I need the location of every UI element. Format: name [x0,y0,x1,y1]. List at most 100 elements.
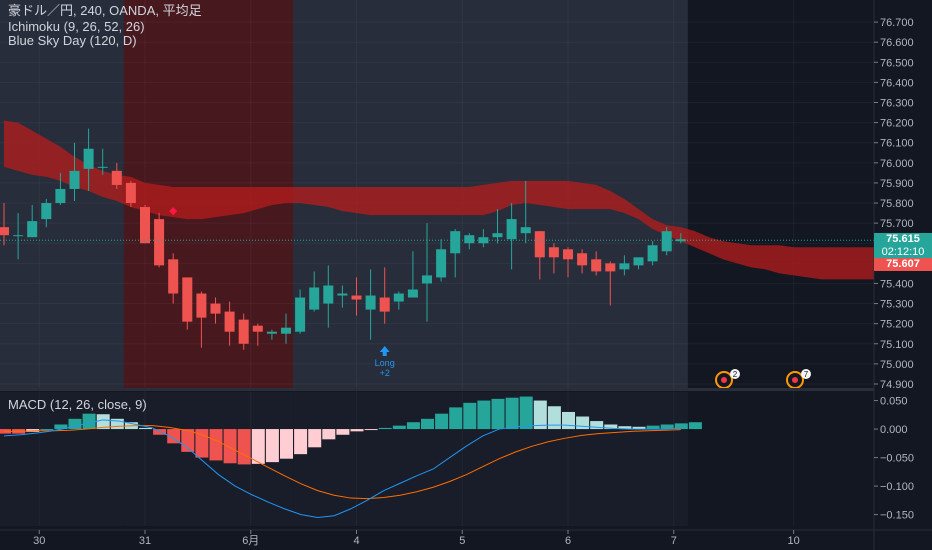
session-band-macd [293,392,688,526]
price-tick-label: 75.300 [880,299,914,311]
long-signal-value: +2 [380,368,390,378]
candle-body [168,259,179,294]
symbol-legend[interactable]: 豪ドル／円, 240, OANDA, 平均足 [8,3,202,18]
macd-hist-bar [308,429,322,448]
candle-body [295,297,306,332]
event-badge-count: 2 [733,370,738,379]
candle-body [675,239,686,242]
candle-body [323,285,334,304]
candle-body [464,235,475,244]
macd-hist-bar [350,429,364,432]
macd-hist-bar [392,425,406,430]
session-band-macd [0,392,124,526]
macd-hist-bar [82,413,96,430]
candle-body [450,231,461,254]
candle-body [337,293,348,296]
macd-hist-bar [54,424,68,430]
price-tick-label: 75.200 [880,319,914,331]
macd-hist-bar [139,427,152,430]
macd-tick-label: 0.000 [880,424,908,436]
countdown-tag: 02:12:10 [874,246,932,259]
candle-body [125,182,136,204]
price-tick-label: 74.900 [880,379,914,391]
candle-body [210,303,221,314]
macd-hist-bar [110,418,124,430]
time-tick-label: 7 [671,535,677,547]
price-tick-label: 76.000 [880,158,914,170]
last-price-tag: 75.615 [874,233,932,246]
candle-body [520,227,531,234]
macd-hist-bar [674,423,688,430]
candle-body [351,295,362,300]
macd-hist-bar [449,407,463,430]
macd-tick-label: 0.050 [880,396,908,408]
candle-body [41,203,52,220]
candle-body [492,233,503,238]
macd-tick-label: −0.150 [880,510,914,522]
macd-hist-bar [265,429,279,463]
macd-hist-bar [660,424,674,430]
candle-body [196,293,207,318]
macd-hist-bar [181,429,195,452]
event-badge-dot [792,377,798,383]
candle-body [13,235,24,237]
time-tick-label: 5 [459,535,465,547]
candle-body [393,293,404,302]
macd-hist-bar [463,402,477,430]
candle-body [563,249,573,260]
cloud-price-tag: 75.607 [874,258,932,271]
price-tick-label: 75.800 [880,198,914,210]
macd-hist-bar [632,426,646,430]
bluesky-legend[interactable]: Blue Sky Day (120, D) [8,33,137,48]
macd-hist-bar [406,422,420,430]
signal-line [4,425,681,500]
macd-hist-bar [562,411,575,430]
macd-hist-bar [96,414,110,430]
event-badge-count-bg [730,369,740,379]
macd-legend[interactable]: MACD (12, 26, close, 9) [8,397,147,412]
candle-body [422,275,432,284]
candle-body [577,253,588,266]
macd-hist-bar [435,413,449,430]
macd-hist-bar [237,429,251,465]
macd-hist-bar [688,422,702,430]
candle-body [647,245,658,262]
macd-hist-bar [364,429,378,431]
candle-body [55,188,66,204]
price-tick-label: 76.500 [880,57,914,69]
macd-hist-bar [378,427,392,430]
price-tick-label: 75.400 [880,278,914,290]
macd-tick-label: −0.050 [880,453,914,465]
time-tick-label: 6 [565,535,571,547]
candle-body [281,327,291,334]
event-badge-dot [721,377,727,383]
price-tick-label: 76.200 [880,118,914,130]
ichimoku-cloud [4,120,893,280]
candle-body [27,221,38,238]
candle-body [506,219,517,240]
time-tick-label: 30 [33,535,45,547]
macd-hist-bar [167,429,181,444]
macd-hist-bar [280,429,293,459]
macd-hist-bar [604,424,618,430]
macd-hist-bar [153,429,167,435]
candle-body [619,263,630,270]
candle-body [591,259,602,272]
price-tick-label: 75.900 [880,178,914,190]
macd-line [3,419,681,518]
candle-body [224,311,235,332]
macd-hist-bar [519,396,533,430]
ichimoku-legend[interactable]: Ichimoku (9, 26, 52, 26) [8,19,145,34]
macd-hist-bar [322,429,336,440]
price-tick-label: 76.100 [880,138,914,150]
candle-body [633,257,644,266]
candle-body [0,227,9,236]
macd-hist-bar [491,398,505,430]
candle-body [309,287,320,310]
price-tick-label: 76.300 [880,98,914,110]
macd-hist-bar [477,400,491,430]
macd-hist-bar [547,406,561,430]
macd-hist-bar [68,418,82,430]
macd-hist-bar [209,429,223,461]
